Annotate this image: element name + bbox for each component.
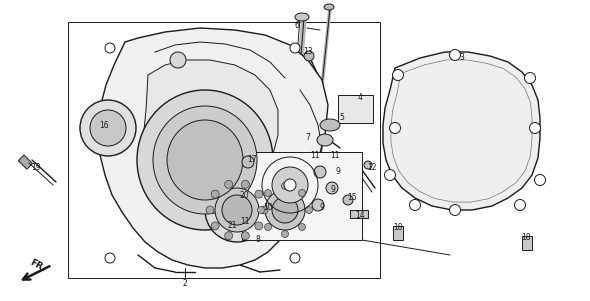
Circle shape [304,51,314,61]
Text: 20: 20 [239,191,249,200]
Circle shape [385,169,395,181]
Circle shape [299,223,306,231]
Circle shape [242,156,254,168]
Text: 11: 11 [330,150,340,160]
Bar [522,236,532,250]
Text: 3: 3 [460,54,464,63]
Bar [68,22,380,278]
Circle shape [255,190,263,198]
Bar [18,155,32,169]
Circle shape [225,180,232,188]
Text: 4: 4 [358,94,362,103]
Circle shape [215,188,259,232]
Ellipse shape [320,119,340,131]
Circle shape [306,206,313,213]
Circle shape [392,70,404,80]
Circle shape [290,43,300,53]
Polygon shape [98,28,328,268]
Text: 9: 9 [330,185,336,194]
Text: 9: 9 [336,167,340,176]
Circle shape [255,222,263,230]
Circle shape [211,190,219,198]
Text: FR.: FR. [28,258,47,274]
Text: 16: 16 [99,122,109,131]
Circle shape [281,231,289,237]
Circle shape [241,232,250,240]
Circle shape [299,190,306,197]
Text: 6: 6 [294,21,300,30]
Text: 2: 2 [183,278,188,287]
Circle shape [290,253,300,263]
Circle shape [450,49,461,61]
Circle shape [529,123,540,134]
Text: 11: 11 [240,218,250,226]
Bar [393,226,403,240]
Text: 12: 12 [367,163,377,172]
Ellipse shape [137,90,273,230]
Circle shape [535,175,546,185]
Ellipse shape [317,134,333,146]
Text: 13: 13 [303,48,313,57]
Text: 10: 10 [263,203,273,213]
Text: 21: 21 [227,222,237,231]
Circle shape [450,204,461,216]
Ellipse shape [153,106,257,214]
Circle shape [211,222,219,230]
Circle shape [343,195,353,205]
Text: 11: 11 [310,150,320,160]
Circle shape [105,253,115,263]
Circle shape [170,52,186,68]
Text: 9: 9 [320,203,325,212]
Text: 8: 8 [255,235,260,244]
Circle shape [284,179,296,191]
Text: 5: 5 [340,113,345,123]
Circle shape [105,43,115,53]
Text: 17: 17 [247,156,257,165]
Ellipse shape [295,13,309,21]
Circle shape [525,73,536,83]
Text: 15: 15 [347,194,357,203]
Polygon shape [144,60,278,204]
Text: 18: 18 [394,224,403,232]
Text: 7: 7 [306,134,310,142]
Circle shape [265,190,305,230]
Bar [350,210,368,218]
Circle shape [225,232,232,240]
Ellipse shape [167,120,243,200]
Circle shape [272,197,298,223]
Ellipse shape [90,110,126,146]
Text: 14: 14 [355,210,365,219]
Circle shape [326,182,338,194]
Circle shape [206,206,214,214]
Circle shape [264,190,271,197]
Circle shape [264,223,271,231]
Circle shape [257,182,313,238]
Circle shape [409,200,421,210]
Circle shape [260,206,268,214]
Polygon shape [383,52,540,210]
Circle shape [389,123,401,134]
Circle shape [222,195,252,225]
Ellipse shape [324,4,334,10]
Circle shape [281,182,289,190]
Text: 19: 19 [31,163,41,172]
Circle shape [514,200,526,210]
Ellipse shape [80,100,136,156]
Bar [338,95,373,123]
Circle shape [314,166,326,178]
Circle shape [364,161,372,169]
Circle shape [241,180,250,188]
Bar [242,152,362,240]
Circle shape [205,178,269,242]
Circle shape [272,167,308,203]
Circle shape [312,199,324,211]
Circle shape [257,206,264,213]
Text: 18: 18 [521,234,531,243]
